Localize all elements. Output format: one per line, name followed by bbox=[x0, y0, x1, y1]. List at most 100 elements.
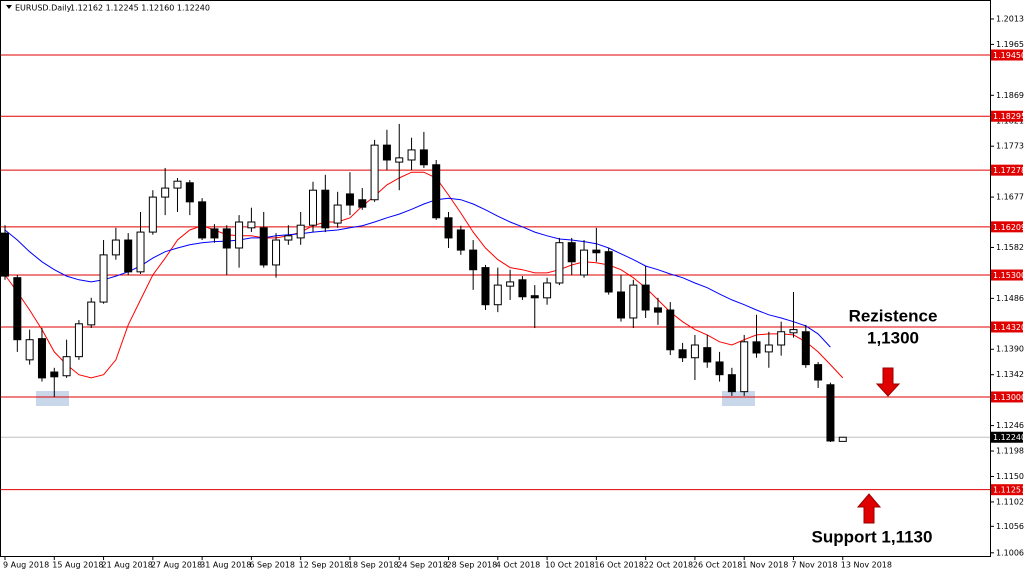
y-tick-label: 1.10060 bbox=[996, 548, 1024, 557]
candle-body bbox=[74, 323, 83, 358]
candle-body bbox=[407, 149, 416, 161]
x-tick-label: 7 Nov 2018 bbox=[791, 561, 837, 570]
level-label-box bbox=[991, 49, 1023, 61]
x-tick-label: 22 Oct 2018 bbox=[644, 561, 693, 570]
x-tick-label: 28 Sep 2018 bbox=[447, 561, 498, 570]
candle-body bbox=[653, 307, 662, 313]
y-tick-label: 1.19650 bbox=[996, 40, 1024, 49]
y-tick-label: 1.20130 bbox=[996, 14, 1024, 23]
candle-body bbox=[690, 344, 699, 359]
y-tick-label: 1.17730 bbox=[996, 142, 1024, 151]
candle-body bbox=[1, 232, 9, 277]
candle-body bbox=[764, 344, 773, 353]
y-tick-label: 1.13420 bbox=[996, 370, 1024, 379]
x-tick-label: 18 Sep 2018 bbox=[348, 561, 399, 570]
x-tick-label: 1 Nov 2018 bbox=[742, 561, 788, 570]
candle-body bbox=[814, 364, 823, 381]
candle-body bbox=[481, 267, 490, 306]
candle-body bbox=[382, 144, 391, 161]
candle-body bbox=[838, 436, 847, 442]
candle-body bbox=[604, 251, 613, 293]
symbol: EURUSD.Daily bbox=[15, 4, 72, 13]
x-tick-label: 27 Aug 2018 bbox=[151, 561, 202, 570]
y-tick-label: 1.11980 bbox=[996, 447, 1024, 456]
candle-body bbox=[235, 221, 244, 249]
candle-body bbox=[136, 231, 145, 273]
candle-body bbox=[395, 157, 404, 163]
candle-body bbox=[752, 341, 761, 354]
level-label: 1.13000 bbox=[993, 393, 1024, 402]
candle-body bbox=[148, 196, 157, 233]
y-tick-label: 1.12460 bbox=[996, 421, 1024, 430]
candle-body bbox=[358, 199, 367, 208]
quote: 1.12162 1.12245 1.12160 1.12240 bbox=[70, 4, 210, 13]
x-tick-label: 12 Sep 2018 bbox=[299, 561, 350, 570]
candle-body bbox=[678, 349, 687, 359]
candle-body bbox=[727, 374, 736, 393]
plot-frame bbox=[0, 0, 991, 557]
candle-body bbox=[493, 284, 502, 306]
candle-body bbox=[87, 301, 96, 326]
x-tick-label: 24 Sep 2018 bbox=[397, 561, 448, 570]
x-tick-label: 10 Oct 2018 bbox=[545, 561, 594, 570]
candle-body bbox=[161, 187, 170, 198]
level-label-box bbox=[991, 269, 1023, 281]
candle-body bbox=[284, 235, 293, 241]
candle-body bbox=[296, 224, 305, 239]
up-arrow bbox=[856, 493, 882, 524]
level-label-box bbox=[991, 164, 1023, 176]
current-price-label: 1.12240 bbox=[993, 433, 1024, 442]
x-tick-label: 13 Nov 2018 bbox=[841, 561, 892, 570]
y-tick-label: 1.10560 bbox=[996, 522, 1024, 531]
candle-body bbox=[247, 221, 256, 229]
candle-body bbox=[272, 239, 281, 266]
level-label-box bbox=[991, 321, 1023, 333]
level-label: 1.11251 bbox=[993, 486, 1024, 495]
candle-body bbox=[124, 239, 133, 273]
candle-body bbox=[432, 164, 441, 219]
x-tick-label: 21 Aug 2018 bbox=[102, 561, 153, 570]
x-tick-label: 31 Aug 2018 bbox=[200, 561, 251, 570]
candle-body bbox=[518, 279, 527, 298]
candle-body bbox=[703, 347, 712, 363]
candle-body bbox=[198, 201, 207, 239]
current-price-box bbox=[991, 431, 1023, 443]
level-label: 1.17278 bbox=[993, 166, 1024, 175]
level-label: 1.16209 bbox=[993, 223, 1024, 232]
candle-body bbox=[25, 339, 34, 361]
y-tick-label: 1.15820 bbox=[996, 243, 1024, 252]
candle-body bbox=[173, 180, 182, 189]
candle-body bbox=[99, 254, 108, 303]
candle-body bbox=[50, 371, 59, 378]
candle-body bbox=[617, 291, 625, 319]
candle-body bbox=[222, 228, 231, 249]
candle-body bbox=[210, 228, 219, 239]
y-tick-label: 1.11020 bbox=[996, 497, 1024, 506]
candle-body bbox=[641, 284, 650, 311]
x-tick-label: 15 Aug 2018 bbox=[52, 561, 103, 570]
candle-body bbox=[185, 182, 194, 203]
x-tick-label: 4 Oct 2018 bbox=[496, 561, 540, 570]
candle-body bbox=[715, 361, 724, 376]
x-tick-label: 26 Oct 2018 bbox=[693, 561, 742, 570]
candle-body bbox=[259, 227, 268, 266]
y-tick-label: 1.18690 bbox=[996, 91, 1024, 100]
level-label-box bbox=[991, 484, 1023, 496]
candle-body bbox=[555, 242, 564, 284]
highlight-zone bbox=[36, 391, 69, 406]
candle-body bbox=[345, 193, 354, 206]
candle-body bbox=[444, 217, 453, 239]
candle-body bbox=[419, 149, 428, 166]
y-tick-label: 1.14860 bbox=[996, 294, 1024, 303]
candle-body bbox=[456, 229, 465, 251]
support-label: Support 1,1130 bbox=[812, 527, 933, 546]
y-tick-label: 1.13900 bbox=[996, 345, 1024, 354]
candle-body bbox=[506, 281, 515, 287]
candle-body bbox=[333, 204, 342, 224]
candle-body bbox=[321, 189, 330, 229]
candle-body bbox=[62, 356, 71, 377]
candle-body bbox=[666, 309, 675, 351]
candle-body bbox=[530, 295, 539, 299]
candle-body bbox=[629, 284, 638, 319]
